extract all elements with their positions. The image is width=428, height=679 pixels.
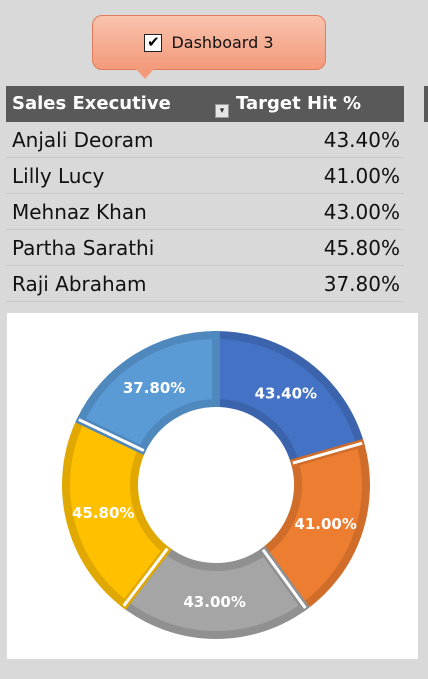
donut-slice-3[interactable] <box>62 415 172 610</box>
slice-separator <box>261 548 307 609</box>
cell-value: 45.80% <box>323 236 400 260</box>
dashboard-callout[interactable]: ✔ Dashboard 3 <box>92 15 326 70</box>
callout-tail <box>136 69 154 79</box>
cell-value: 43.40% <box>323 128 400 152</box>
slice-separator <box>78 418 145 452</box>
table-row: Partha Sarathi 45.80% <box>6 230 404 266</box>
cell-value: 37.80% <box>323 272 400 296</box>
slice-separator <box>122 547 169 607</box>
slice-label-3: 45.80% <box>72 504 134 522</box>
cell-value: 43.00% <box>323 200 400 224</box>
cell-name: Partha Sarathi <box>12 236 155 260</box>
donut-slice-4[interactable] <box>75 330 220 456</box>
dashboard-label: Dashboard 3 <box>171 33 274 52</box>
adjacent-column-edge <box>424 86 428 122</box>
sales-table: Sales Executive ▾ Target Hit % Anjali De… <box>6 86 404 302</box>
slice-separator <box>292 441 363 465</box>
filter-dropdown-icon[interactable]: ▾ <box>215 104 229 118</box>
slice-label-2: 43.00% <box>183 593 245 611</box>
donut-slice-2[interactable] <box>119 544 310 639</box>
checkmark-icon: ✔ <box>147 33 160 51</box>
slice-label-1: 41.00% <box>294 515 356 533</box>
header-target-hit: Target Hit % <box>236 93 362 114</box>
table-row: Lilly Lucy 41.00% <box>6 158 404 194</box>
table-row: Mehnaz Khan 43.00% <box>6 194 404 230</box>
slice-label-4: 37.80% <box>123 379 185 397</box>
cell-name: Mehnaz Khan <box>12 200 147 224</box>
table-header: Sales Executive ▾ Target Hit % <box>6 86 404 122</box>
cell-name: Lilly Lucy <box>12 164 105 188</box>
doughnut-chart-panel[interactable]: 43.40% 41.00% 43.00% 45.80% 37.80% <box>7 313 418 659</box>
slice-label-0: 43.40% <box>255 384 317 402</box>
dashboard-checkbox[interactable]: ✔ <box>144 33 163 52</box>
cell-value: 41.00% <box>323 164 400 188</box>
cell-name: Anjali Deoram <box>12 128 154 152</box>
table-row: Anjali Deoram 43.40% <box>6 122 404 158</box>
header-sales-executive: Sales Executive <box>12 93 171 114</box>
doughnut-chart: 43.40% 41.00% 43.00% 45.80% 37.80% <box>62 330 370 639</box>
table-row: Raji Abraham 37.80% <box>6 266 404 302</box>
cell-name: Raji Abraham <box>12 272 147 296</box>
